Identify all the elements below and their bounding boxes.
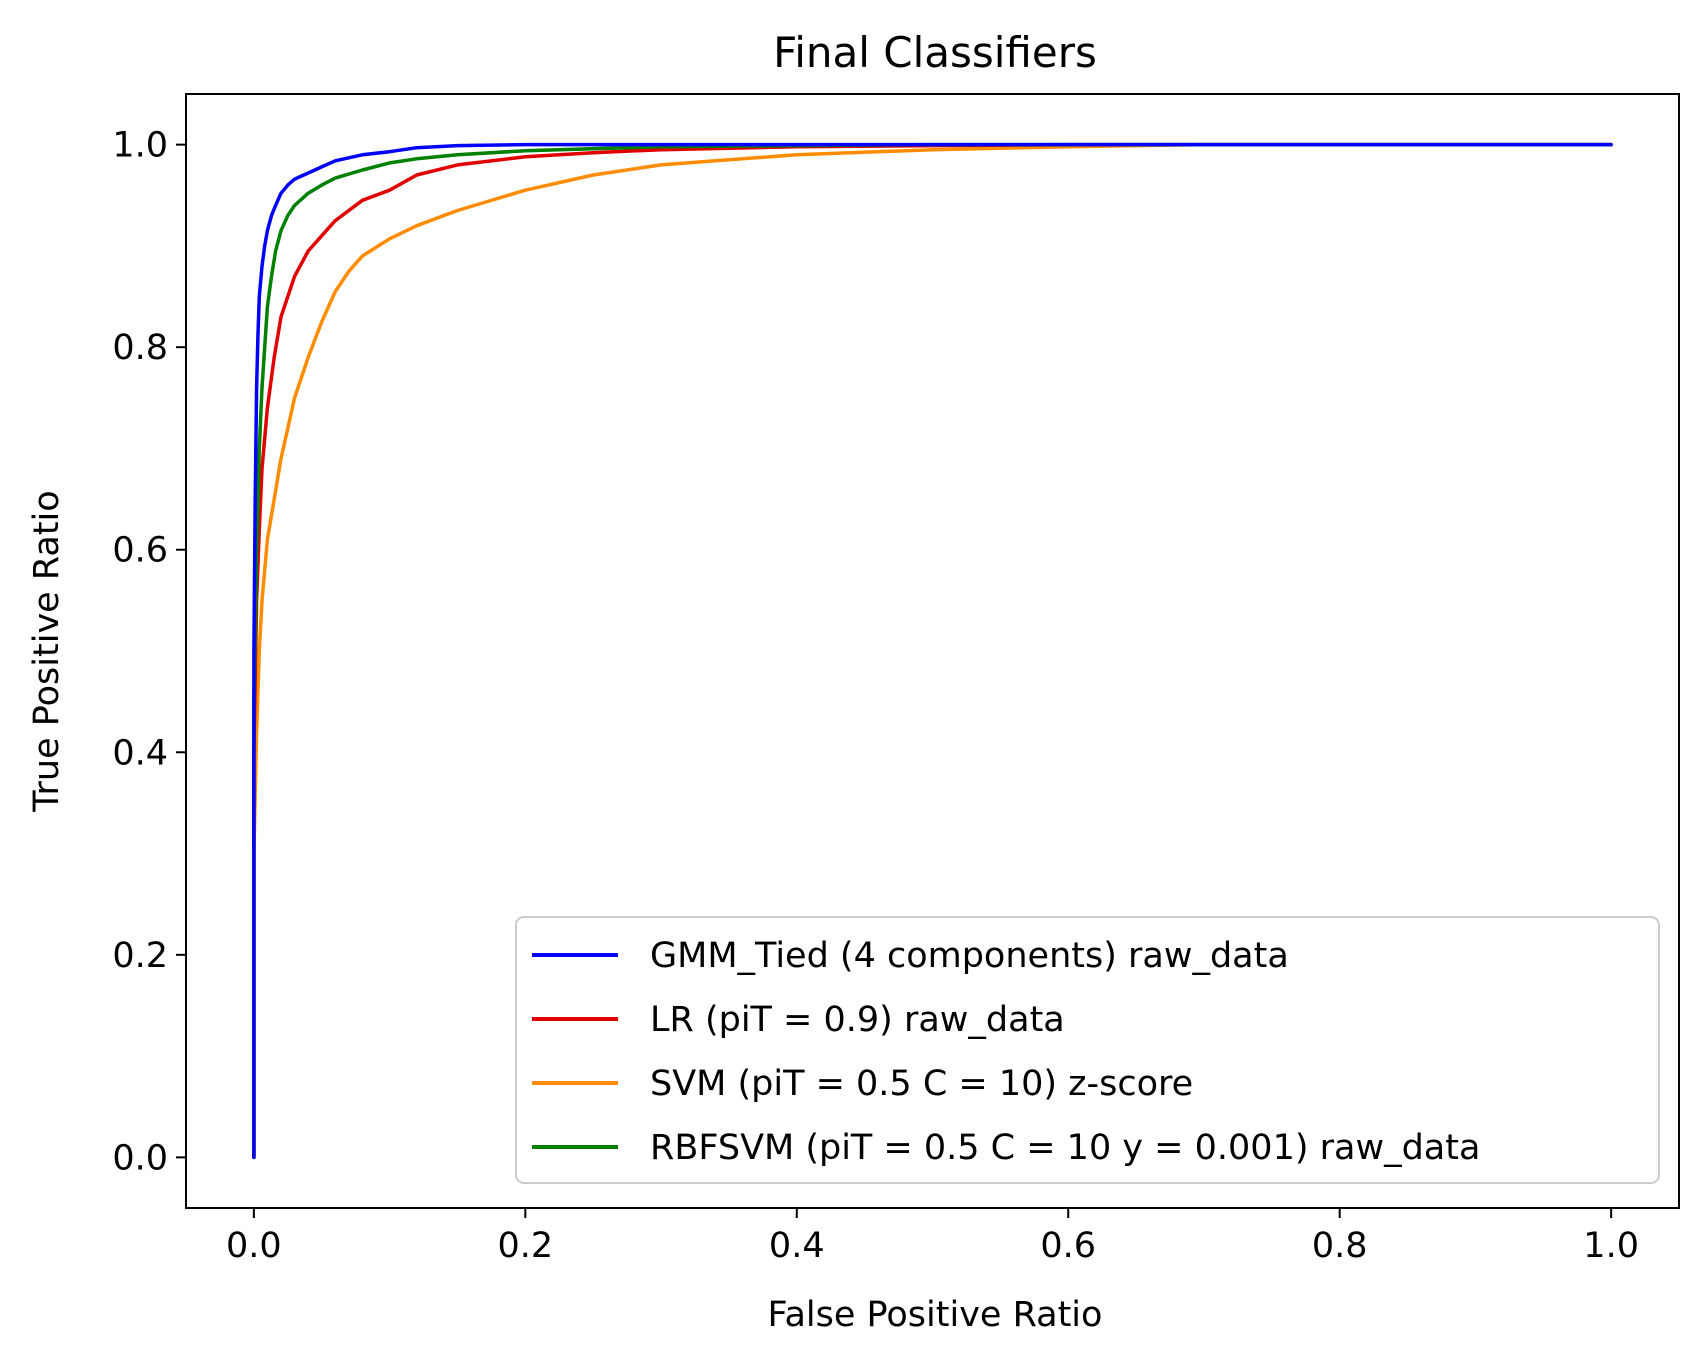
legend-label: RBFSVM (piT = 0.5 C = 10 y = 0.001) raw_… — [650, 1128, 1480, 1168]
y-tick-label: 0.2 — [112, 936, 168, 976]
x-axis-label: False Positive Ratio — [768, 1295, 1103, 1335]
y-axis-label: True Positive Ratio — [27, 490, 67, 812]
x-axis-ticks: 0.0 0.2 0.4 0.6 0.8 1.0 — [226, 1208, 1639, 1266]
plot-frame — [185, 93, 1680, 1209]
legend-label: SVM (piT = 0.5 C = 10) z-score — [650, 1064, 1193, 1104]
chart-title: Final Classifiers — [773, 28, 1097, 77]
legend-items: GMM_Tied (4 components) raw_data LR (piT … — [532, 936, 1480, 1168]
series-line-2 — [252, 142, 1613, 1160]
y-tick-label: 0.6 — [112, 531, 168, 571]
y-tick-label: 0.0 — [112, 1138, 168, 1178]
x-tick-label: 0.6 — [1040, 1226, 1096, 1266]
x-tick-label: 1.0 — [1583, 1226, 1639, 1266]
y-tick-label: 0.4 — [112, 733, 168, 773]
legend-label: GMM_Tied (4 components) raw_data — [650, 936, 1289, 976]
x-tick-label: 0.2 — [497, 1226, 553, 1266]
y-tick-label: 0.8 — [112, 328, 168, 368]
series-layer — [252, 142, 1613, 1160]
x-tick-label: 0.8 — [1312, 1226, 1368, 1266]
legend: GMM_Tied (4 components) raw_data LR (piT … — [515, 916, 1660, 1184]
x-tick-label: 0.4 — [769, 1226, 825, 1266]
y-axis-ticks: 0.0 0.2 0.4 0.6 0.8 1.0 — [112, 126, 186, 1178]
x-tick-label: 0.0 — [226, 1226, 282, 1266]
series-line-0 — [252, 142, 1613, 1160]
series-line-1 — [252, 142, 1613, 1160]
legend-label: LR (piT = 0.9) raw_data — [650, 1000, 1065, 1040]
series-line-3 — [252, 142, 1613, 1160]
y-tick-label: 1.0 — [112, 126, 168, 166]
legend-box — [515, 916, 1660, 1184]
